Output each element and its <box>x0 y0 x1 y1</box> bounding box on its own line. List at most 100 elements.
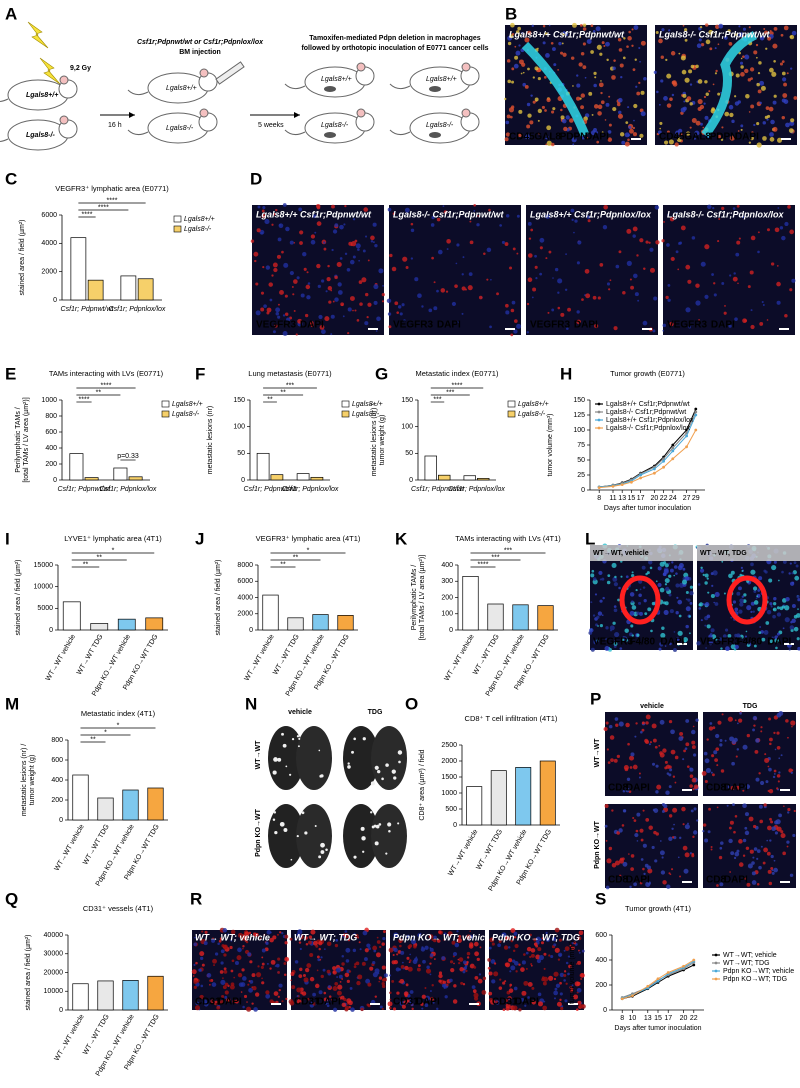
cell <box>713 293 717 297</box>
nodule <box>351 750 354 754</box>
significance-label: * <box>117 722 120 729</box>
mouse-label: Lgals8-/- <box>321 122 349 129</box>
bar <box>87 279 104 301</box>
cell <box>662 748 667 753</box>
dose-label: 9,2 Gy <box>70 65 91 72</box>
cell <box>378 976 383 980</box>
nodule <box>277 757 282 762</box>
cell <box>736 748 740 751</box>
cell <box>346 267 351 272</box>
cell <box>765 106 770 111</box>
cell <box>671 93 675 97</box>
cell <box>655 832 659 836</box>
point <box>639 476 642 480</box>
cell <box>586 39 592 44</box>
cell <box>702 829 705 833</box>
cell <box>543 952 547 956</box>
image-label: WT→ WT; TDG <box>294 932 357 942</box>
cell <box>345 959 350 963</box>
cell <box>200 984 204 988</box>
cell <box>691 236 696 240</box>
nodule <box>362 737 366 741</box>
y-tick-label: 600 <box>51 757 63 764</box>
cell <box>645 714 651 720</box>
cell <box>791 604 796 608</box>
bar <box>72 983 89 1011</box>
cell <box>298 934 302 938</box>
cell <box>750 324 755 330</box>
cell <box>357 974 363 980</box>
cell <box>649 267 656 273</box>
cell <box>631 600 634 603</box>
cell <box>518 1008 522 1012</box>
cell <box>387 207 392 212</box>
cell <box>451 301 457 306</box>
cell <box>629 755 635 761</box>
cell <box>608 724 613 729</box>
cell <box>446 983 449 986</box>
cell <box>566 327 569 330</box>
cell <box>761 637 766 642</box>
cell <box>698 319 700 321</box>
cell <box>714 602 719 606</box>
cell <box>490 999 496 1005</box>
cell <box>579 1004 584 1009</box>
cell <box>778 771 781 774</box>
cell <box>548 954 551 957</box>
cell <box>612 576 618 582</box>
cell <box>636 91 641 96</box>
cell <box>211 982 217 987</box>
cell <box>601 41 605 45</box>
cell <box>537 108 542 114</box>
cell <box>776 606 780 610</box>
image-label: WT→WT, vehicle <box>593 550 649 557</box>
point <box>694 413 698 417</box>
cell <box>632 132 638 137</box>
cell <box>578 62 583 67</box>
cell <box>797 608 799 610</box>
cell <box>389 974 392 977</box>
legend-label: Lgals8-/- <box>172 411 200 418</box>
y-tick-label: 600 <box>45 429 57 436</box>
cell <box>672 807 678 813</box>
cell <box>264 219 270 225</box>
cell <box>742 744 748 750</box>
cell <box>772 43 778 49</box>
nodule <box>281 732 284 736</box>
cell <box>632 126 636 130</box>
cell <box>432 1001 435 1004</box>
cell <box>736 591 741 596</box>
cell <box>320 956 323 959</box>
stain-label: DAPI <box>218 997 242 1008</box>
cell <box>742 55 745 58</box>
cell <box>285 226 290 232</box>
cell <box>711 754 715 758</box>
cell <box>642 843 647 848</box>
cell <box>352 948 357 953</box>
y-tick-label: 5000 <box>37 605 53 612</box>
cell <box>379 945 382 949</box>
cell <box>630 854 635 858</box>
cell <box>714 47 717 50</box>
cell <box>707 830 711 834</box>
cell <box>669 873 672 876</box>
lung <box>296 804 332 868</box>
cell <box>697 98 703 105</box>
cell <box>657 566 662 571</box>
cell <box>668 814 673 818</box>
cell <box>341 955 345 958</box>
cell <box>758 804 763 809</box>
cell <box>770 119 775 125</box>
cell <box>229 984 235 990</box>
cell <box>345 947 351 953</box>
stain-label: CD8 <box>608 783 628 794</box>
cell <box>256 228 261 233</box>
cell <box>294 938 297 941</box>
cell <box>411 939 417 945</box>
cell <box>660 632 666 638</box>
cell <box>219 970 224 974</box>
cell <box>738 25 741 28</box>
cell <box>330 998 333 1001</box>
cell <box>770 854 774 859</box>
cell <box>600 80 602 82</box>
